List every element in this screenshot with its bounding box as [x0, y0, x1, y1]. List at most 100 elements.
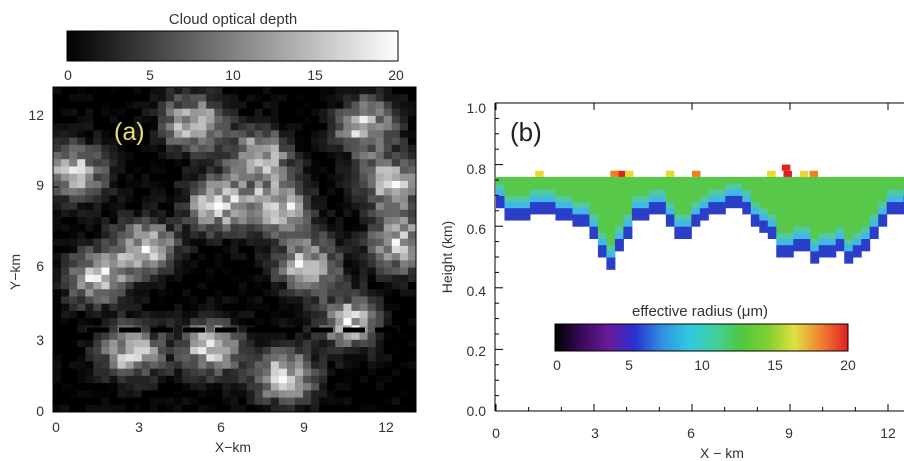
heatmap-cell	[343, 310, 352, 319]
heatmap-cell	[133, 289, 143, 297]
heatmap-cell	[53, 137, 62, 146]
heatmap-cell	[327, 115, 336, 124]
heatmap-cell	[254, 159, 264, 167]
heatmap-cell	[214, 173, 223, 182]
heatmap-cell	[85, 202, 94, 211]
heatmap-cell	[53, 195, 62, 203]
heatmap-cell	[125, 289, 135, 297]
heatmap-cell	[286, 404, 296, 413]
heatmap-cell	[327, 361, 336, 370]
heatmap-cell	[133, 115, 143, 124]
cloud-cell	[801, 176, 811, 184]
heatmap-cell	[149, 209, 159, 218]
heatmap-cell	[295, 166, 304, 175]
heatmap-cell	[190, 397, 199, 406]
heatmap-cell	[391, 159, 401, 167]
heatmap-cell	[133, 361, 143, 370]
heatmap-cell	[198, 159, 207, 167]
heatmap-cell	[117, 368, 126, 377]
heatmap-cell	[109, 238, 118, 247]
heatmap-cell	[190, 94, 199, 102]
heatmap-cell	[109, 166, 118, 175]
cloud-cell	[580, 213, 590, 221]
heatmap-cell	[174, 296, 183, 305]
heatmap-cell	[53, 101, 62, 110]
heatmap-cell	[391, 195, 401, 203]
heatmap-cell	[319, 123, 328, 131]
heatmap-cell	[262, 108, 272, 117]
heatmap-cell	[254, 202, 264, 211]
heatmap-cell	[343, 354, 352, 362]
heatmap-cell	[327, 101, 336, 110]
heatmap-cell	[174, 325, 183, 333]
cloud-cell	[716, 207, 726, 215]
heatmap-cell	[254, 347, 264, 355]
heatmap-cell	[319, 224, 328, 232]
heatmap-cell	[117, 180, 126, 189]
heatmap-cell	[367, 289, 377, 297]
heatmap-cell	[407, 217, 417, 225]
heatmap-cell	[165, 195, 175, 203]
heatmap-cell	[311, 339, 320, 348]
cloud-cell	[869, 226, 879, 233]
heatmap-cell	[295, 253, 304, 261]
heatmap-cell	[399, 224, 409, 232]
heatmap-cell	[214, 397, 223, 406]
heatmap-cell	[238, 397, 247, 406]
heatmap-cell	[133, 390, 143, 398]
heatmap-cell	[270, 368, 280, 377]
heatmap-cell	[351, 375, 360, 384]
heatmap-cell	[238, 217, 247, 225]
cloud-cell	[810, 213, 820, 221]
cloud-cell	[657, 189, 667, 196]
heatmap-cell	[311, 202, 320, 211]
cloud-cell	[691, 195, 701, 203]
heatmap-cell	[190, 390, 199, 398]
heatmap-cell	[383, 202, 393, 211]
heatmap-cell	[69, 253, 78, 261]
heatmap-cell	[367, 137, 377, 146]
heatmap-cell	[149, 253, 159, 261]
heatmap-cell	[286, 195, 296, 203]
heatmap-cell	[117, 217, 126, 225]
cloud-cell	[614, 176, 624, 184]
heatmap-cell	[149, 173, 159, 182]
heatmap-cell	[198, 390, 207, 398]
heatmap-cell	[53, 224, 62, 232]
heatmap-cell	[190, 253, 199, 261]
heatmap-cell	[125, 267, 135, 276]
heatmap-cell	[367, 130, 377, 138]
heatmap-cell	[214, 231, 223, 240]
heatmap-cell	[278, 159, 288, 167]
heatmap-cell	[343, 245, 352, 254]
heatmap-cell	[286, 375, 296, 384]
heatmap-cell	[327, 310, 336, 319]
heatmap-cell	[343, 195, 352, 203]
cloud-cell	[699, 176, 709, 184]
heatmap-cell	[61, 188, 70, 196]
cloud-top-cell	[692, 170, 701, 177]
heatmap-cell	[77, 310, 86, 319]
heatmap-cell	[351, 130, 360, 138]
heatmap-cell	[367, 209, 377, 218]
heatmap-cell	[246, 397, 256, 406]
heatmap-cell	[206, 231, 215, 240]
heatmap-cell	[278, 152, 288, 160]
heatmap-cell	[254, 173, 264, 182]
heatmap-cell	[222, 188, 231, 196]
heatmap-cell	[214, 188, 223, 196]
heatmap-cell	[278, 274, 288, 283]
cloud-cell	[861, 189, 871, 196]
heatmap-cell	[375, 188, 385, 196]
cloud-cell	[827, 176, 837, 184]
cloud-cell	[869, 220, 879, 227]
cloud-cell	[546, 195, 556, 203]
heatmap-cell	[367, 224, 377, 232]
heatmap-cell	[149, 289, 159, 297]
cloud-cell	[886, 201, 896, 209]
heatmap-cell	[303, 375, 312, 384]
heatmap-cell	[407, 274, 417, 283]
heatmap-cell	[222, 115, 231, 124]
heatmap-cell	[254, 404, 264, 413]
heatmap-cell	[262, 274, 272, 283]
